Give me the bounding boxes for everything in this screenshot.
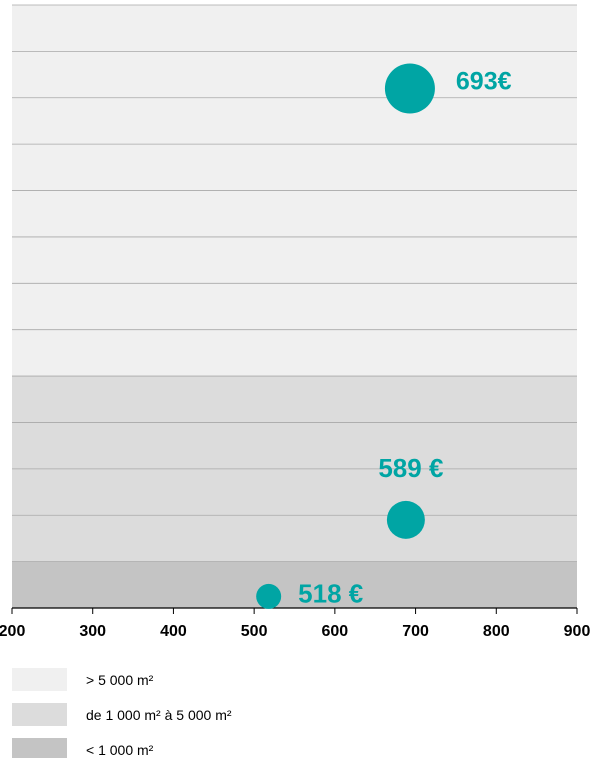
data-point bbox=[386, 500, 425, 539]
x-axis: 200 300 400 500 600 700 800 900 bbox=[0, 607, 591, 640]
x-tick-label: 300 bbox=[79, 623, 106, 640]
data-label: 693€ bbox=[456, 67, 512, 95]
legend-swatch bbox=[12, 738, 67, 758]
data-label: 518 € bbox=[298, 578, 363, 608]
data-label: 589 € bbox=[378, 453, 443, 483]
point-layer: 693€ 589 € 518 € bbox=[256, 63, 512, 609]
x-tick-label: 900 bbox=[564, 623, 591, 640]
x-tick-label: 600 bbox=[322, 623, 349, 640]
data-point bbox=[384, 63, 435, 114]
x-tick-label: 700 bbox=[402, 623, 429, 640]
band-rect-2 bbox=[12, 561, 577, 608]
legend-label: < 1 000 m² bbox=[86, 742, 154, 758]
x-tick-label: 800 bbox=[483, 623, 510, 640]
legend-label: de 1 000 m² à 5 000 m² bbox=[86, 707, 232, 723]
data-point bbox=[256, 583, 282, 609]
legend-label: > 5 000 m² bbox=[86, 672, 154, 688]
legend-swatch bbox=[12, 668, 67, 691]
x-tick-label: 500 bbox=[241, 623, 268, 640]
gridline-layer bbox=[12, 4, 577, 563]
legend-swatch bbox=[12, 703, 67, 726]
legend: > 5 000 m² de 1 000 m² à 5 000 m² < 1 000 … bbox=[12, 668, 232, 758]
x-tick-label: 400 bbox=[160, 623, 187, 640]
x-tick-label: 200 bbox=[0, 623, 25, 640]
